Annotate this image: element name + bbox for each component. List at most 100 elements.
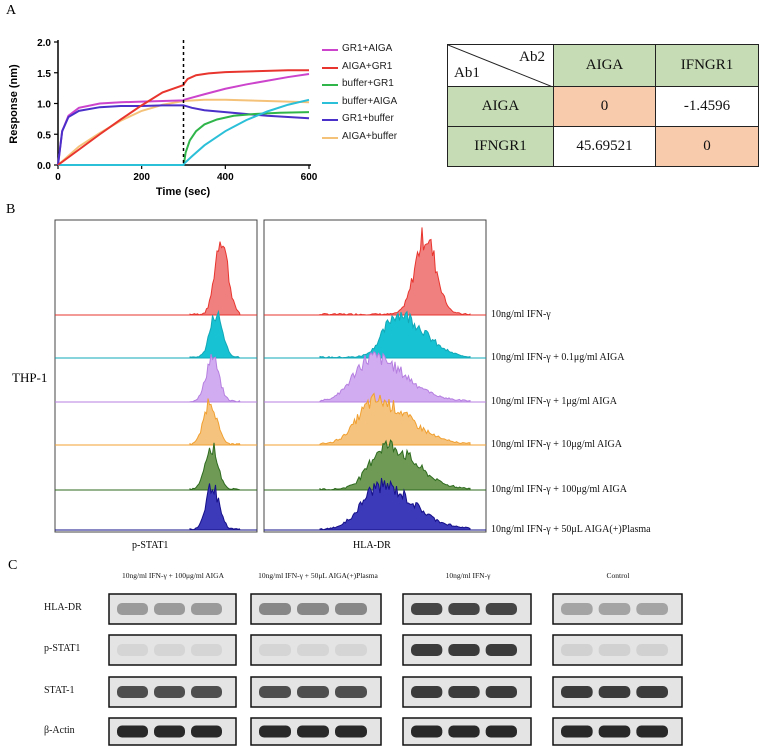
blot-band xyxy=(191,644,222,656)
hladr-histogram xyxy=(319,439,471,491)
blot-band xyxy=(448,686,480,698)
wb-group-label: 10ng/ml IFN-γ xyxy=(445,571,491,580)
panel-label-a: A xyxy=(6,3,17,18)
hladr-histogram xyxy=(319,227,471,316)
blot-band xyxy=(411,603,443,615)
table-corner-bottom: Ab1 xyxy=(454,65,480,81)
table-cell: -1.4596 xyxy=(655,86,759,127)
blot-band xyxy=(335,603,367,615)
blot-band xyxy=(598,644,631,656)
table-cell: 0 xyxy=(655,126,759,167)
y-tick-label: 2.0 xyxy=(37,38,51,49)
table-cell: 0 xyxy=(553,86,656,127)
blot-band xyxy=(191,686,222,698)
y-tick-label: 0.5 xyxy=(37,130,51,141)
blot-band xyxy=(259,603,291,615)
blot-band xyxy=(154,725,185,738)
legend-swatch xyxy=(322,84,338,87)
legend-entry: GR1+buffer xyxy=(342,113,394,125)
y-axis-label: Response (nm) xyxy=(8,64,20,144)
pstat1-histogram xyxy=(189,309,241,359)
flow-frame-pstat1 xyxy=(54,219,258,533)
condition-label: 10ng/ml IFN-γ + 1μg/ml AIGA xyxy=(491,396,617,407)
blot-band xyxy=(335,686,367,698)
legend-swatch xyxy=(322,49,338,51)
affinity-table: Ab2 Ab1 AIGA IFNGR1 AIGA 0 -1.4596 IFNGR… xyxy=(447,44,759,167)
wb-protein-label: HLA-DR xyxy=(44,602,82,613)
blot-band xyxy=(117,603,148,615)
series-line-AIGA+GR1 xyxy=(57,69,309,166)
legend-entry: buffer+GR1 xyxy=(342,78,394,90)
blot-band xyxy=(259,644,291,656)
blot-band xyxy=(191,725,222,738)
x-axis-label: Time (sec) xyxy=(156,186,211,198)
blot-band xyxy=(636,686,668,698)
blot-band xyxy=(117,644,148,656)
blot-band xyxy=(297,644,329,656)
panel-label-b: B xyxy=(6,202,16,217)
pstat1-histogram xyxy=(189,442,242,491)
blot-band xyxy=(636,644,668,656)
table-cell: 45.69521 xyxy=(553,126,656,167)
blot-band xyxy=(448,725,480,738)
blot-band xyxy=(598,725,631,738)
wb-protein-label: β-Actin xyxy=(44,724,75,736)
x-tick-label: 0 xyxy=(55,172,61,183)
blot-band xyxy=(335,725,367,738)
blot-band xyxy=(154,644,185,656)
blot-band xyxy=(297,603,329,615)
pstat1-histogram xyxy=(189,353,241,403)
y-tick-label: 1.0 xyxy=(37,100,51,111)
blot-band xyxy=(561,686,593,698)
blot-band xyxy=(485,686,517,698)
condition-label: 10ng/ml IFN-γ + 10μg/ml AIGA xyxy=(491,439,622,450)
wb-group-label: 10ng/ml IFN-γ + 100μg/ml AIGA xyxy=(122,571,224,580)
blot-band xyxy=(598,603,631,615)
blot-band xyxy=(598,686,631,698)
blot-band xyxy=(485,725,517,738)
hladr-histogram xyxy=(319,310,471,359)
blot-band xyxy=(636,603,668,615)
wb-protein-label: STAT-1 xyxy=(44,685,75,696)
condition-label: 10ng/ml IFN-γ xyxy=(491,309,551,320)
blot-band xyxy=(561,725,593,738)
hladr-histogram xyxy=(319,477,471,531)
legend-swatch xyxy=(322,137,338,139)
legend-entry: GR1+AIGA xyxy=(342,43,393,54)
pstat1-histogram xyxy=(189,398,241,446)
flow-xlabel-pstat1: p-STAT1 xyxy=(132,540,169,551)
table-corner-top: Ab2 xyxy=(519,49,545,65)
blot-band xyxy=(485,603,517,615)
wb-group-label: Control xyxy=(606,571,630,580)
blot-band xyxy=(411,644,443,656)
series-line-GR1+AIGA xyxy=(57,72,310,166)
pstat1-histogram xyxy=(189,241,241,316)
wb-group-label: 10ng/ml IFN-γ + 50μL AIGA(+)Plasma xyxy=(258,571,378,580)
pstat1-histogram xyxy=(189,483,241,531)
y-tick-label: 0.0 xyxy=(37,161,51,172)
condition-label: 10ng/ml IFN-γ + 100μg/ml AIGA xyxy=(491,484,627,495)
blot-band xyxy=(117,686,148,698)
flow-frame-hladr xyxy=(263,219,487,533)
y-tick-label: 1.5 xyxy=(37,69,51,80)
chart-series xyxy=(57,40,310,166)
x-tick-label: 200 xyxy=(133,172,150,183)
blot-band xyxy=(411,725,443,738)
blot-band xyxy=(154,603,185,615)
table-row-header: IFNGR1 xyxy=(447,126,554,167)
hladr-histogram xyxy=(319,392,471,446)
legend-swatch xyxy=(322,119,338,122)
legend-entry: AIGA+GR1 xyxy=(342,60,393,72)
table-row-header: AIGA xyxy=(447,86,554,127)
blot-band xyxy=(411,686,443,698)
blot-band xyxy=(297,686,329,698)
blot-band xyxy=(485,644,517,656)
blot-band xyxy=(191,603,222,615)
blot-band xyxy=(259,725,291,738)
blot-band xyxy=(154,686,185,698)
hladr-histogram xyxy=(319,350,471,403)
table-corner-cell: Ab2 Ab1 xyxy=(447,44,554,87)
table-col-header: IFNGR1 xyxy=(655,44,759,87)
